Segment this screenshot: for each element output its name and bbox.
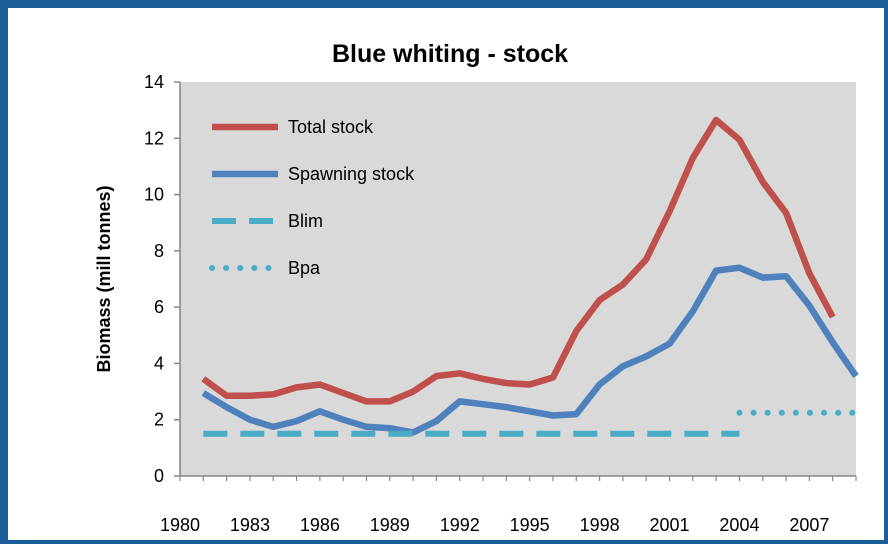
data-point: [646, 259, 647, 260]
data-point: [786, 276, 787, 277]
data-point: [459, 373, 460, 374]
data-point: [716, 270, 717, 271]
data-point: [669, 343, 670, 344]
data-point: [716, 119, 717, 120]
x-tick-label: 1983: [230, 515, 270, 535]
data-point: [762, 277, 763, 278]
data-point: [273, 394, 274, 395]
data-point: [832, 342, 833, 343]
legend-label: Total stock: [288, 117, 374, 137]
x-tick-label: 2001: [649, 515, 689, 535]
data-point: [436, 376, 437, 377]
data-point: [692, 311, 693, 312]
data-point: [366, 426, 367, 427]
series-group: [201, 116, 859, 437]
series-line-total-stock: [201, 116, 836, 405]
data-point: [809, 273, 810, 274]
data-point: [552, 377, 553, 378]
data-point: [483, 378, 484, 379]
legend-label: Blim: [288, 211, 323, 231]
data-point: [576, 331, 577, 332]
data-point: [692, 157, 693, 158]
data-point: [739, 267, 740, 268]
y-ticks: 0 2 4 6 8 10 12 14: [144, 72, 180, 486]
data-point: [249, 395, 250, 396]
data-point: [413, 391, 414, 392]
legend-label: Spawning stock: [288, 164, 415, 184]
y-tick-label: 10: [144, 185, 164, 205]
data-point: [552, 415, 553, 416]
data-point: [786, 212, 787, 213]
data-point: [646, 356, 647, 357]
x-ticks: 1980 1983 1986 1989 1992 1995 1998 2001 2004 2007: [160, 476, 857, 535]
data-point: [436, 421, 437, 422]
data-point: [739, 433, 740, 434]
y-tick-label: 2: [154, 410, 164, 430]
data-point: [249, 419, 250, 420]
data-point: [389, 401, 390, 402]
data-point: [343, 392, 344, 393]
data-point: [529, 411, 530, 412]
data-point: [413, 432, 414, 433]
data-point: [739, 412, 740, 413]
data-point: [483, 404, 484, 405]
data-point: [226, 407, 227, 408]
y-tick-label: 8: [154, 241, 164, 261]
data-point: [622, 366, 623, 367]
x-tick-label: 2007: [789, 515, 829, 535]
y-tick-label: 6: [154, 297, 164, 317]
data-point: [319, 384, 320, 385]
data-point: [319, 411, 320, 412]
data-point: [296, 421, 297, 422]
data-point: [856, 376, 857, 377]
data-point: [389, 428, 390, 429]
data-point: [343, 419, 344, 420]
legend-label: Bpa: [288, 258, 321, 278]
y-tick-label: 0: [154, 466, 164, 486]
data-point: [739, 139, 740, 140]
x-tick-label: 1998: [580, 515, 620, 535]
x-tick-label: 1989: [370, 515, 410, 535]
x-tick-label: 1995: [510, 515, 550, 535]
data-point: [366, 401, 367, 402]
data-point: [576, 414, 577, 415]
x-tick-label: 2004: [719, 515, 759, 535]
data-point: [599, 300, 600, 301]
data-point: [296, 387, 297, 388]
data-point: [203, 433, 204, 434]
data-point: [459, 401, 460, 402]
y-tick-label: 12: [144, 128, 164, 148]
data-point: [203, 378, 204, 379]
data-point: [506, 407, 507, 408]
data-point: [622, 284, 623, 285]
data-point: [856, 412, 857, 413]
chart-title: Blue whiting - stock: [332, 40, 568, 68]
data-point: [203, 392, 204, 393]
x-tick-label: 1986: [300, 515, 340, 535]
y-axis-label: Biomass (mill tonnes): [94, 185, 114, 372]
data-point: [832, 316, 833, 317]
plot-area: [180, 82, 856, 476]
legend: Total stock Spawning stock Blim Bpa: [209, 117, 415, 278]
data-point: [273, 426, 274, 427]
data-point: [599, 384, 600, 385]
y-tick-label: 14: [144, 72, 164, 92]
data-point: [506, 383, 507, 384]
data-point: [669, 211, 670, 212]
y-tick-label: 4: [154, 353, 164, 373]
data-point: [529, 384, 530, 385]
data-point: [226, 395, 227, 396]
x-tick-label: 1980: [160, 515, 200, 535]
x-tick-label: 1992: [440, 515, 480, 535]
data-point: [809, 305, 810, 306]
data-point: [762, 181, 763, 182]
series-line-spawning-stock: [201, 264, 859, 436]
